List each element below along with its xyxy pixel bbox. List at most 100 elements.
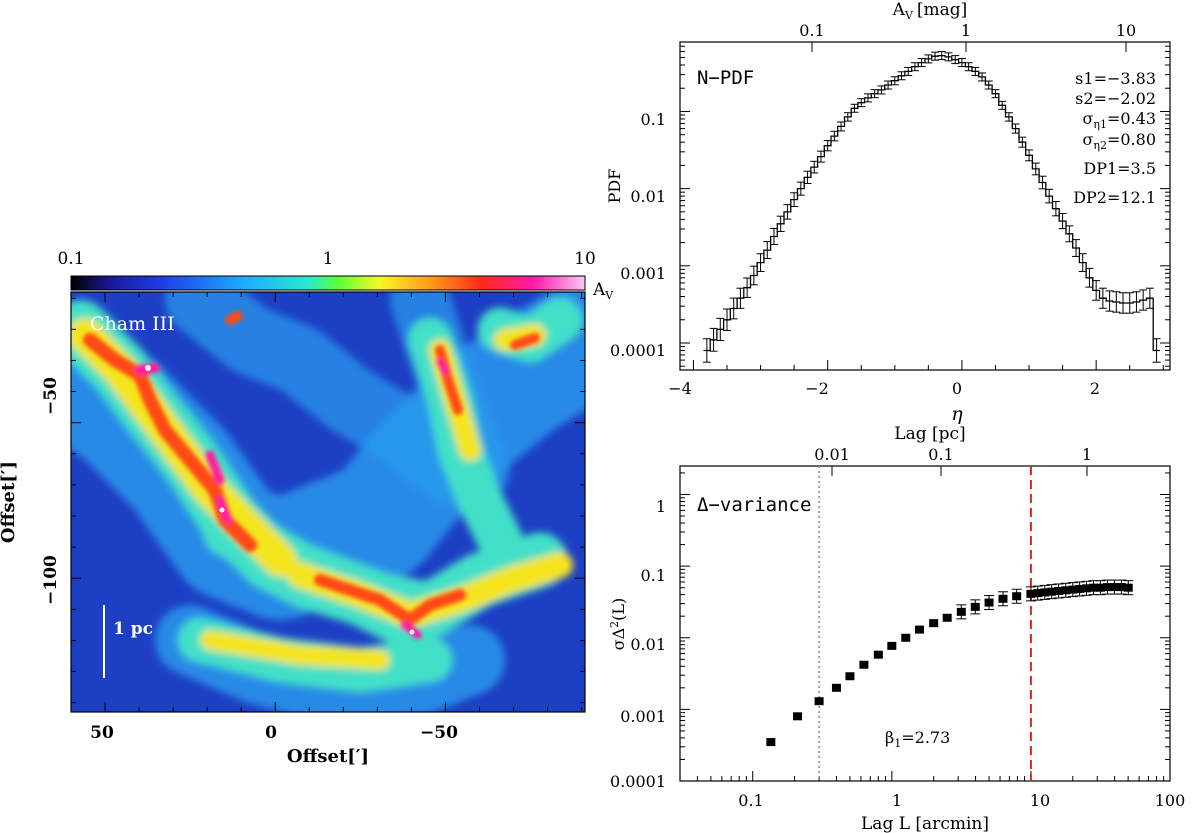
dvar-point (814, 697, 824, 706)
dvar-point (1095, 583, 1105, 592)
core-peak (145, 365, 151, 371)
npdf-top-tick-label: 1 (961, 21, 971, 40)
npdf-top-axis-label: AV [mag] (892, 0, 968, 22)
dvar-point (1068, 585, 1078, 594)
map-x-tick-label: −50 (420, 723, 458, 743)
extinction-map (71, 292, 585, 712)
npdf-annotation: ση1=0.43 (1082, 109, 1156, 131)
npdf-annotation: s2=−2.02 (1075, 89, 1156, 108)
dvar-x-tick-label: 100 (1155, 791, 1186, 810)
npdf-annotation: DP2=12.1 (1073, 188, 1156, 207)
dvar-x-tick-label: 10 (1030, 791, 1050, 810)
npdf-y-tick-label: 0.001 (620, 264, 666, 283)
map-x-axis-label: Offset[′] (287, 746, 369, 767)
npdf-error-bars (702, 51, 1161, 363)
npdf-y-axis-label: PDF (605, 169, 624, 204)
npdf-histogram-line (703, 54, 1160, 352)
dvar-x-tick-label: 0.1 (738, 791, 763, 810)
dvar-y-tick-label: 0.001 (620, 707, 666, 726)
colorbar-tick-label: 1 (323, 249, 334, 269)
npdf-axis-ticks (680, 42, 1170, 370)
dvar-point (1012, 592, 1022, 601)
dvar-point (1123, 583, 1133, 592)
npdf-x-tick-label: −4 (668, 379, 692, 398)
dvar-point (942, 613, 952, 622)
map-y-tick-label: −100 (41, 555, 61, 605)
dvar-point (970, 602, 980, 611)
dvar-point (1026, 589, 1036, 598)
dvar-annotation: β1=2.73 (885, 728, 950, 750)
map-panel: 0.1 1 10 AV (0, 249, 614, 767)
dvar-title: Δ−variance (697, 494, 811, 516)
npdf-y-tick-label: 0.1 (641, 110, 666, 129)
core-peak (219, 507, 225, 513)
dvar-point (1033, 589, 1043, 598)
map-x-tick-label: 0 (265, 723, 277, 743)
dvar-y-tick-label: 0.01 (630, 635, 666, 654)
core-peak (409, 629, 415, 635)
dvar-point (984, 598, 994, 607)
npdf-top-tick-label: 0.1 (799, 21, 824, 40)
colorbar-label: AV (592, 280, 614, 302)
map-region-label: Cham III (90, 313, 175, 335)
npdf-annotation: ση2=0.80 (1082, 130, 1156, 152)
npdf-x-tick-label: 2 (1090, 379, 1100, 398)
npdf-x-axis-label: η (951, 403, 963, 425)
dvar-x-axis-label: Lag L [arcmin] (861, 814, 989, 833)
map-frame (70, 291, 586, 713)
dvar-point (914, 625, 924, 634)
npdf-x-tick-label: 0 (952, 379, 962, 398)
dvar-point (1102, 583, 1112, 592)
colorbar (70, 275, 586, 291)
dvar-top-tick-label: 0.1 (928, 445, 953, 464)
dvar-point (956, 607, 966, 616)
npdf-annotation: s1=−3.83 (1075, 69, 1156, 88)
dvar-y-tick-label: 0.0001 (610, 772, 666, 791)
npdf-y-tick-label: 0.0001 (610, 341, 666, 360)
dvar-point (998, 594, 1008, 603)
dvar-point (1109, 583, 1119, 592)
map-y-axis-label: Offset[′] (0, 461, 19, 543)
dvar-point (766, 738, 776, 747)
dvar-top-tick-label: 0.01 (814, 445, 850, 464)
dvar-point (1089, 583, 1099, 592)
dvar-frame (679, 465, 1171, 782)
npdf-annotation: DP1=3.5 (1083, 159, 1156, 178)
dvar-point (1116, 583, 1126, 592)
dvar-y-tick-label: 0.1 (641, 566, 666, 585)
dvar-point (831, 683, 841, 692)
dvar-point (1040, 588, 1050, 597)
dvar-point (1082, 584, 1092, 593)
dvar-point (929, 619, 939, 628)
dvar-point (1047, 587, 1057, 596)
npdf-x-tick-label: −2 (805, 379, 829, 398)
scale-bar-label: 1 pc (113, 619, 153, 639)
map-x-tick-label: 50 (90, 723, 114, 743)
colorbar-tick-label: 10 (574, 249, 596, 269)
dvar-point (901, 633, 911, 642)
dvar-top-axis-label: Lag [pc] (894, 424, 965, 444)
dvar-y-tick-label: 1 (656, 497, 666, 516)
npdf-title: N−PDF (697, 67, 754, 89)
delta-variance-panel: Δ−variance β1=2.73 0.01 0.1 1 Lag [pc] 0… (608, 424, 1185, 833)
npdf-panel: N−PDF s1=−3.83 s2=−2.02 ση1=0.43 ση2=0.8… (605, 0, 1171, 425)
dvar-point (793, 712, 803, 721)
map-axis-ticks (71, 292, 585, 712)
npdf-top-tick-label: 10 (1116, 21, 1136, 40)
dvar-point (873, 650, 883, 659)
npdf-y-tick-label: 0.01 (630, 187, 666, 206)
dvar-x-tick-label: 1 (892, 791, 902, 810)
dvar-y-axis-label: σΔ2(L) (608, 598, 628, 651)
dvar-point (1075, 584, 1085, 593)
map-y-tick-label: −50 (41, 377, 61, 415)
dvar-axis-ticks (679, 466, 1171, 782)
dvar-point (1061, 586, 1071, 595)
dvar-top-tick-label: 1 (1082, 445, 1092, 464)
dvar-points (766, 579, 1134, 747)
dvar-point (887, 641, 897, 650)
colorbar-tick-label: 0.1 (57, 249, 84, 269)
dvar-point (859, 660, 869, 669)
dvar-point (1054, 586, 1064, 595)
dvar-point (845, 672, 855, 681)
